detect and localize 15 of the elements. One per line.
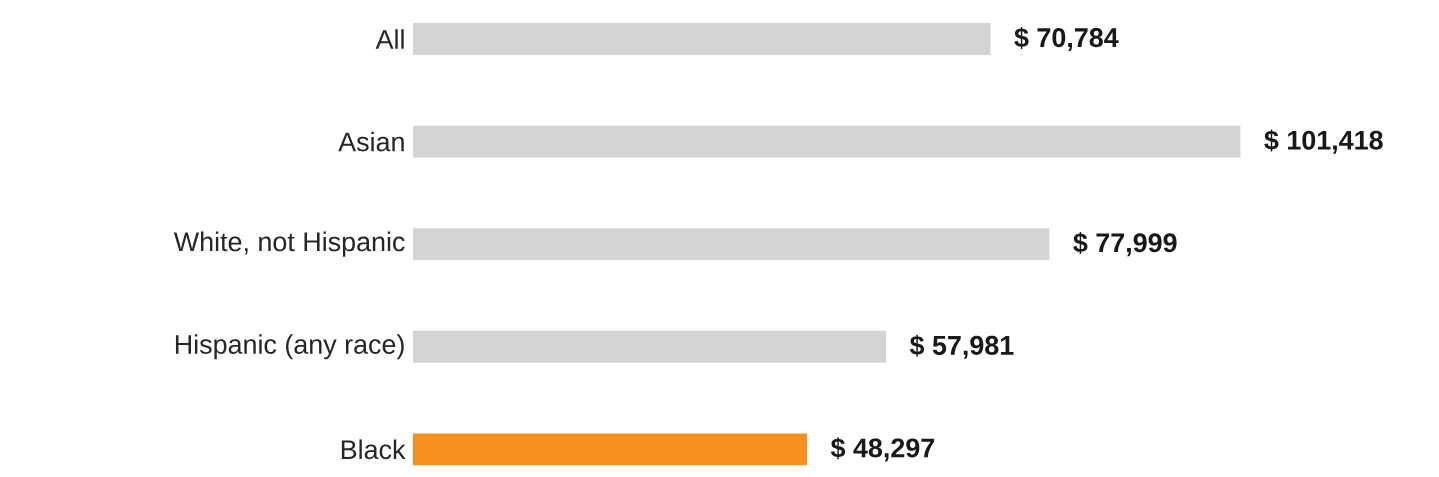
bar <box>413 330 887 363</box>
data-label: $ 101,418 <box>1264 129 1383 154</box>
data-label: $ 77,999 <box>1073 232 1177 257</box>
data-label: $ 70,784 <box>1014 26 1119 52</box>
y-tick-label: White, not Hispanic <box>173 231 405 257</box>
y-tick-label: Hispanic (any race) <box>175 334 404 360</box>
y-tick-label: All <box>375 29 404 49</box>
data-label: $ 48,297 <box>830 437 935 462</box>
bar <box>413 125 1241 158</box>
y-tick-label: Black <box>341 439 406 460</box>
y-tick-label: Asian <box>338 131 404 152</box>
bar <box>413 23 991 55</box>
bar <box>413 433 808 466</box>
bar <box>413 228 1050 261</box>
data-label: $ 57,981 <box>909 334 1014 359</box>
